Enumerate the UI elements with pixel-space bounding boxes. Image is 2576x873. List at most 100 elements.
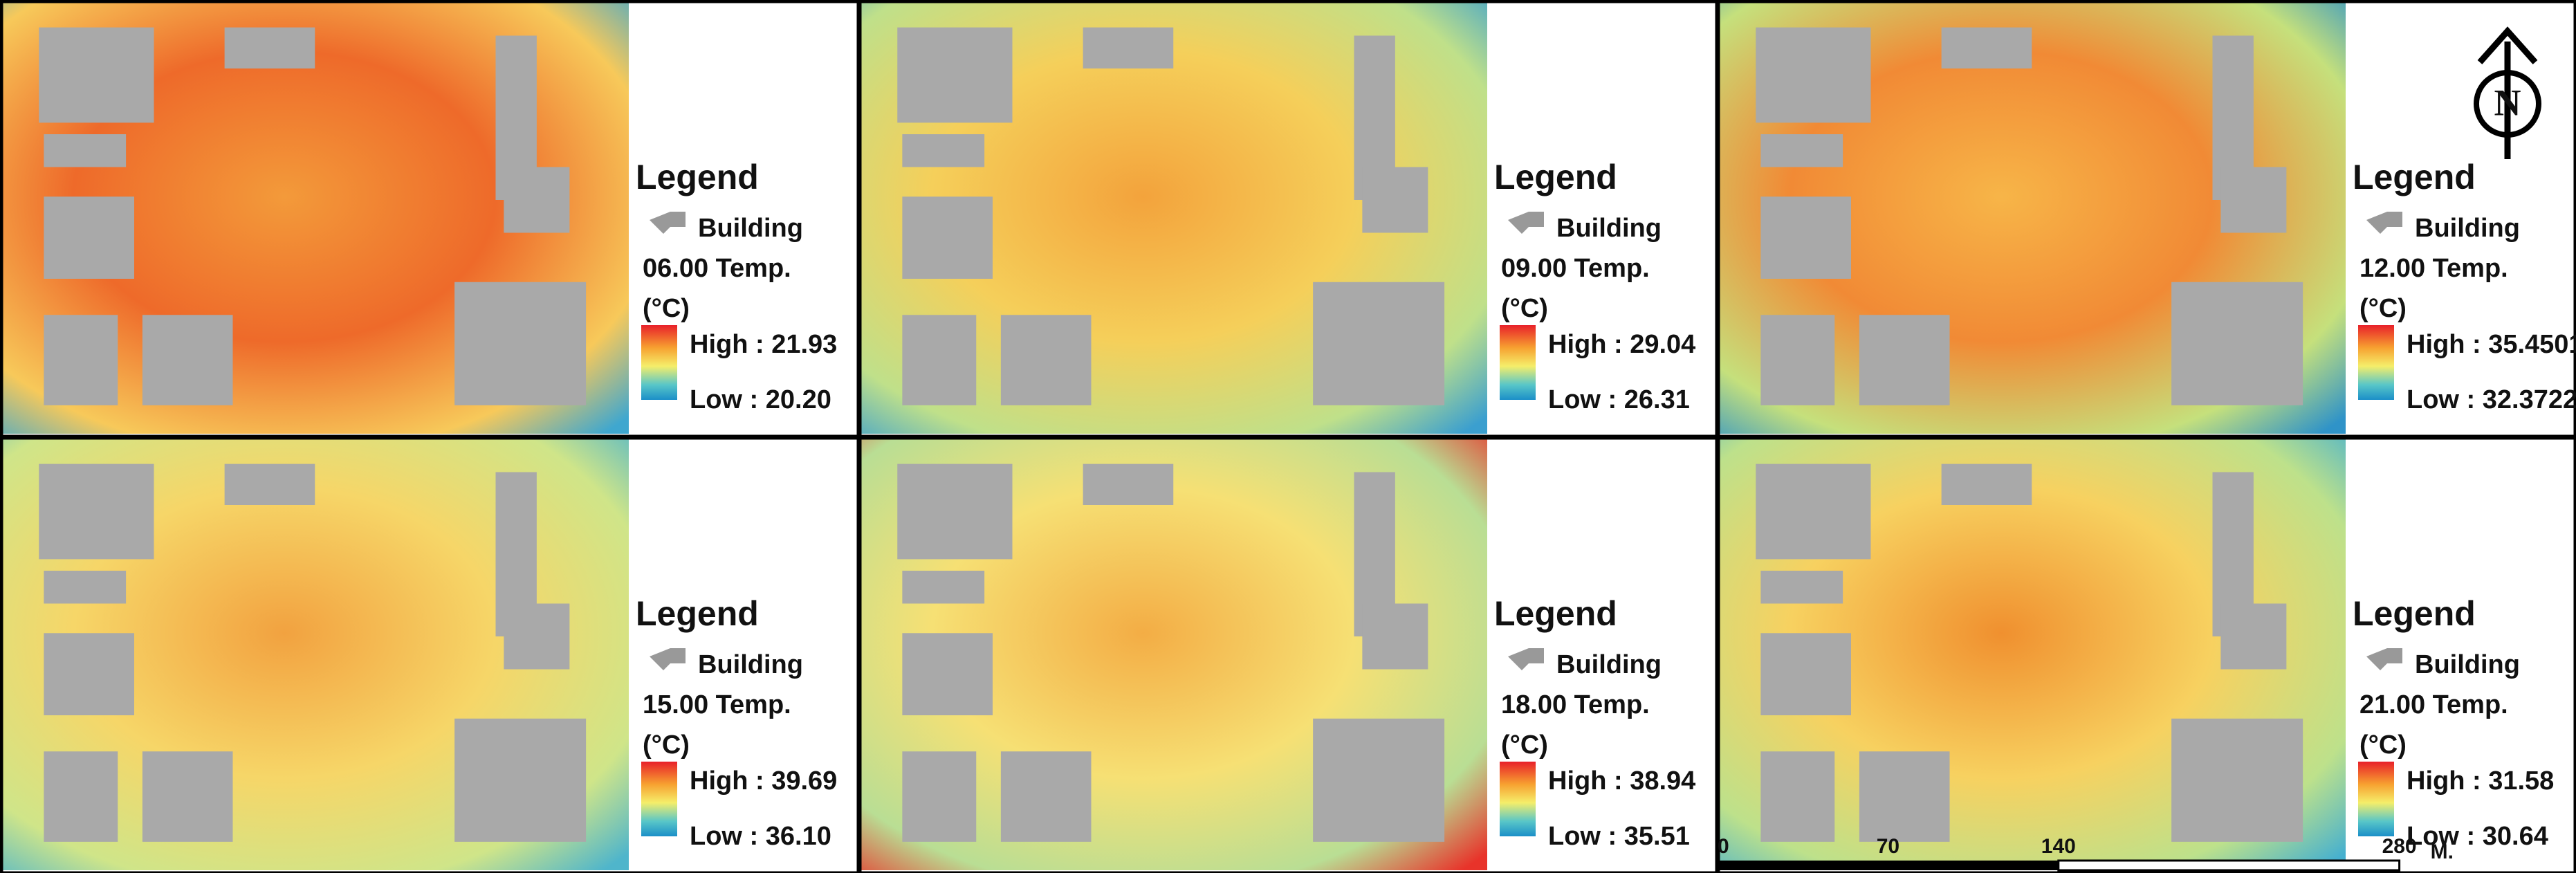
- building: [1362, 167, 1428, 233]
- temp-label: 06.00 Temp.: [643, 254, 791, 283]
- building: [142, 315, 233, 405]
- temp-label: 09.00 Temp.: [1501, 254, 1650, 283]
- building: [2171, 282, 2303, 405]
- map-panel: Legend Building 06.00 Temp. (°C)High : 21.9…: [0, 0, 861, 439]
- building-icon: [650, 648, 686, 670]
- building-label: Building: [2415, 214, 2520, 243]
- low-label: Low : 32.3722: [2407, 385, 2576, 414]
- low-label: Low : 26.31: [1548, 385, 1690, 414]
- unit-label: (°C): [1501, 294, 1548, 323]
- scale-label: 0: [1718, 835, 1729, 858]
- building: [897, 27, 1013, 123]
- map-panel: Legend Building 15.00 Temp. (°C)High : 39.6…: [0, 436, 861, 873]
- legend-title: Legend: [636, 158, 759, 196]
- north-label: N: [2494, 82, 2521, 123]
- color-ramp: [1500, 325, 1536, 400]
- legend-title: Legend: [636, 594, 759, 633]
- building: [224, 463, 315, 505]
- building-label: Building: [2415, 650, 2520, 679]
- scale-bar-black: [1718, 861, 2059, 870]
- low-label: Low : 36.10: [690, 822, 831, 851]
- building: [1859, 315, 1950, 405]
- building-label: Building: [1556, 650, 1662, 679]
- color-ramp: [1500, 762, 1536, 836]
- building: [39, 463, 154, 560]
- building: [1756, 463, 1871, 560]
- scale-label: 70: [1877, 835, 1899, 858]
- unit-label: (°C): [643, 730, 690, 760]
- map-panel: Legend Building 18.00 Temp. (°C)High : 38.9…: [858, 436, 1719, 873]
- low-label: Low : 30.64: [2407, 822, 2548, 851]
- legend-title: Legend: [1494, 158, 1617, 196]
- building: [1760, 134, 1843, 167]
- building-label: Building: [698, 214, 803, 243]
- high-label: High : 21.93: [690, 330, 837, 359]
- building: [902, 751, 977, 842]
- temp-label: 21.00 Temp.: [2359, 690, 2508, 719]
- building: [44, 134, 127, 167]
- high-label: High : 39.69: [690, 766, 837, 796]
- high-label: High : 31.58: [2407, 766, 2554, 796]
- legend-title: Legend: [1494, 594, 1617, 633]
- building: [1760, 751, 1835, 842]
- building: [1000, 315, 1092, 405]
- building: [1760, 196, 1851, 279]
- building: [897, 463, 1013, 560]
- unit-label: (°C): [2359, 294, 2407, 323]
- building: [44, 571, 127, 604]
- building: [1000, 751, 1092, 842]
- legend-title: Legend: [2353, 594, 2476, 633]
- building: [454, 718, 587, 842]
- building: [454, 282, 587, 405]
- building: [1313, 718, 1445, 842]
- temp-label: 18.00 Temp.: [1501, 690, 1650, 719]
- building: [1362, 603, 1428, 670]
- scale-unit: M.: [2431, 840, 2454, 863]
- building: [1083, 463, 1174, 505]
- building: [224, 27, 315, 68]
- high-label: High : 38.94: [1548, 766, 1695, 796]
- unit-label: (°C): [1501, 730, 1548, 760]
- building-label: Building: [698, 650, 803, 679]
- building: [1760, 633, 1851, 715]
- building: [44, 315, 118, 405]
- building: [142, 751, 233, 842]
- building: [504, 167, 570, 233]
- building: [2220, 167, 2287, 233]
- building: [44, 196, 134, 279]
- building: [902, 315, 977, 405]
- unit-label: (°C): [2359, 730, 2407, 760]
- unit-label: (°C): [643, 294, 690, 323]
- map-panel: Legend Building 12.00 Temp. (°C)High : 35.4…: [1716, 0, 2576, 439]
- building: [1760, 571, 1843, 604]
- building: [1313, 282, 1445, 405]
- color-ramp: [2358, 762, 2394, 836]
- building: [1760, 315, 1835, 405]
- high-label: High : 35.4501: [2407, 330, 2576, 359]
- building: [902, 196, 993, 279]
- legend-title: Legend: [2353, 158, 2476, 196]
- temp-label: 12.00 Temp.: [2359, 254, 2508, 283]
- color-ramp: [641, 762, 677, 836]
- building: [1859, 751, 1950, 842]
- low-label: Low : 20.20: [690, 385, 831, 414]
- building: [1083, 27, 1174, 68]
- color-ramp: [2358, 325, 2394, 400]
- building-icon: [1508, 212, 1544, 234]
- panel-border: [1716, 436, 2576, 873]
- building: [39, 27, 154, 123]
- building: [902, 633, 993, 715]
- scale-label: 280: [2382, 835, 2417, 858]
- north-arrow-head: [2477, 26, 2538, 64]
- temp-label: 15.00 Temp.: [643, 690, 791, 719]
- building: [44, 633, 134, 715]
- building-icon: [1508, 648, 1544, 670]
- building: [902, 571, 985, 604]
- building: [1941, 463, 2032, 505]
- building-label: Building: [1556, 214, 1662, 243]
- building: [902, 134, 985, 167]
- building: [2220, 603, 2287, 670]
- building: [2171, 718, 2303, 842]
- scale-bar-white: [2057, 859, 2401, 872]
